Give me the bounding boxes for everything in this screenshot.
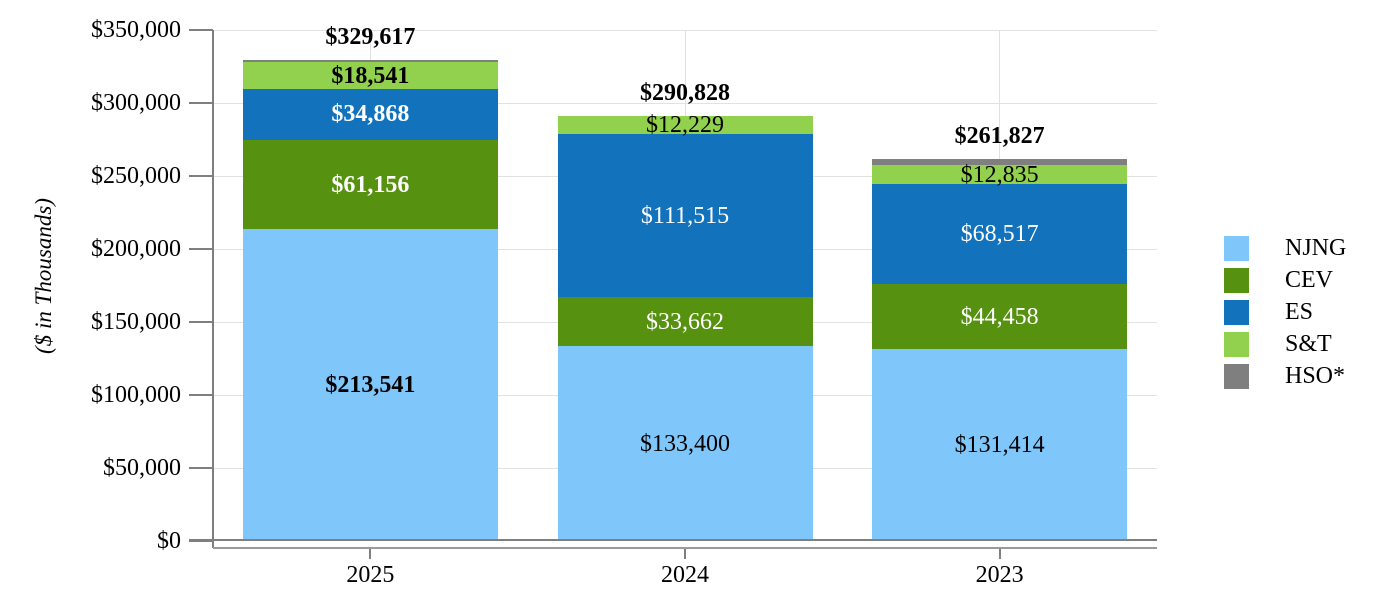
bar-segment-cev <box>872 284 1128 350</box>
legend-label: NJNG <box>1285 235 1347 261</box>
legend-swatch-icon <box>1224 364 1249 389</box>
legend-label: HSO* <box>1285 363 1346 389</box>
x-axis-category-label: 2025 <box>346 562 395 588</box>
x-axis-tick <box>369 547 372 559</box>
bar-total-label: $329,617 <box>325 23 416 50</box>
y-axis-line <box>211 30 214 548</box>
legend-label: ES <box>1285 299 1314 325</box>
y-axis-tick <box>189 102 213 104</box>
y-axis-tick <box>189 394 213 396</box>
y-axis-tick-label: $50,000 <box>103 455 181 481</box>
bar-segment-njng <box>242 229 498 541</box>
x-axis-category-label: 2023 <box>975 562 1024 588</box>
y-axis-tick <box>189 321 213 323</box>
bar-segment-njng <box>872 349 1128 541</box>
y-axis-tick-label: $350,000 <box>91 17 181 43</box>
y-axis-tick-label: $200,000 <box>91 236 181 262</box>
legend-label: S&T <box>1285 331 1332 357</box>
y-axis-tick-label: $100,000 <box>91 382 181 408</box>
y-axis-tick <box>189 248 213 250</box>
legend-swatch-icon <box>1224 332 1249 357</box>
bar-total-label: $261,827 <box>954 122 1045 149</box>
x-axis-zero-line <box>189 539 1157 541</box>
x-axis-tick <box>684 547 686 559</box>
bar-segment-st <box>242 61 498 90</box>
bar-segment-cev <box>242 139 498 230</box>
x-axis-category-line <box>213 546 1157 549</box>
y-axis-tick-label: $150,000 <box>91 309 181 335</box>
bar-segment-es <box>242 89 498 140</box>
y-axis-tick <box>189 29 213 31</box>
x-axis-category-label: 2024 <box>661 562 709 588</box>
legend-swatch-icon <box>1224 236 1249 261</box>
bar-segment-es <box>872 184 1128 285</box>
bar-segment-st <box>872 165 1128 185</box>
bar-segment-st <box>557 116 813 135</box>
legend-label: CEV <box>1285 267 1333 293</box>
y-axis-tick <box>189 175 213 177</box>
bar-segment-es <box>557 134 813 298</box>
y-axis-tick <box>189 540 213 542</box>
bar-segment-njng <box>557 346 813 541</box>
y-axis-tick-label: $0 <box>157 528 181 554</box>
legend-item-njng: NJNG <box>1224 236 1346 261</box>
x-axis-tick <box>998 547 1001 559</box>
bar-segment-hso <box>872 158 1128 166</box>
y-axis-tick <box>189 467 213 469</box>
bar-segment-hso <box>242 59 498 62</box>
legend-item-hso: HSO* <box>1224 364 1346 389</box>
legend-swatch-icon <box>1224 268 1249 293</box>
legend-item-st: S&T <box>1224 332 1346 357</box>
legend-item-cev: CEV <box>1224 268 1346 293</box>
legend-item-es: ES <box>1224 300 1346 325</box>
legend-swatch-icon <box>1224 300 1249 325</box>
y-axis-title: ($ in Thousands) <box>31 198 56 354</box>
chart-legend: NJNG CEV ES S&T HSO* <box>1224 236 1346 396</box>
y-axis-tick-label: $250,000 <box>91 163 181 189</box>
bar-total-label: $290,828 <box>640 80 730 107</box>
y-axis-tick-label: $300,000 <box>91 90 181 116</box>
bar-segment-cev <box>557 297 813 347</box>
